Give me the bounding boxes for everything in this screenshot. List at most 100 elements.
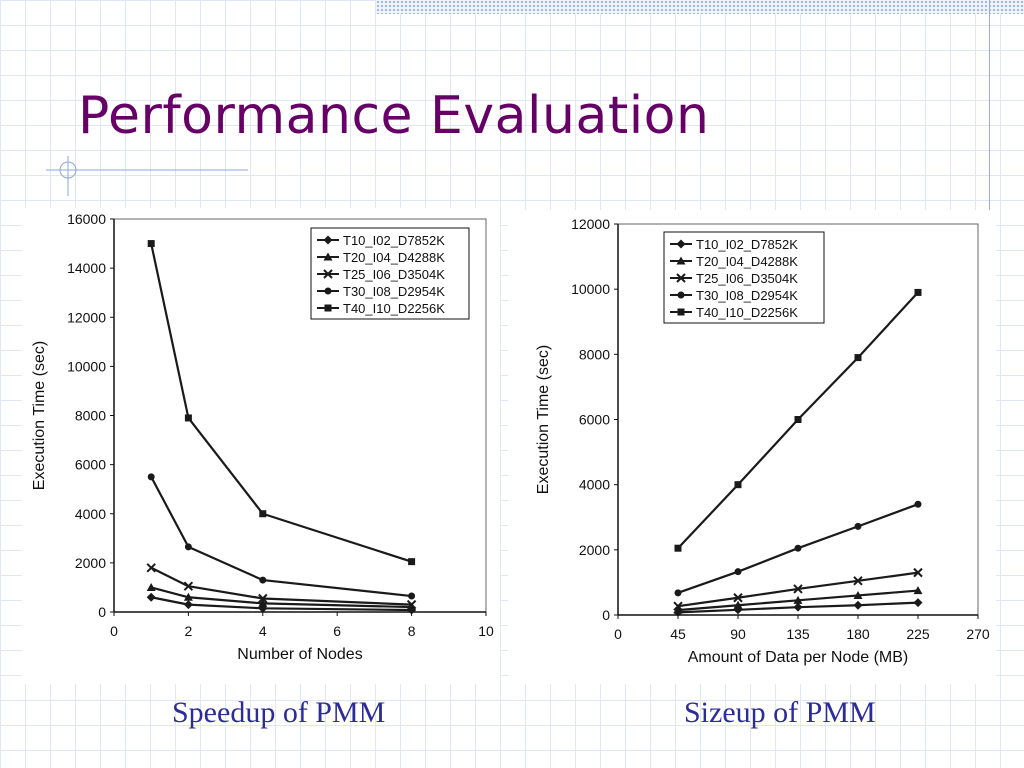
series-line-t40-i10-d2256k [150, 243, 412, 563]
series-t25-i06-d3504k [146, 563, 417, 610]
series-t30-i08-d2954k [147, 473, 416, 600]
y-tick-label-14000: 14000 [67, 260, 106, 276]
data-point-t25-i06-d3504k-135-stroke-b [793, 584, 803, 594]
data-point-t40-i10-d2256k-45 [674, 544, 682, 552]
legend-marker-t30-i08-d2954k [324, 287, 332, 295]
data-point-t40-i10-d2256k-4 [259, 510, 267, 518]
x-tick-label-0: 0 [110, 623, 118, 639]
legend-label-t25-i06-d3504k: T25_I06_D3504K [343, 267, 445, 282]
data-point-t25-i06-d3504k-8-stroke-b [406, 599, 417, 610]
legend: T10_I02_D7852K T20_I04_D4288K T25_I06_D350… [310, 227, 470, 320]
data-point-t20-i04-d4288k-135 [793, 595, 803, 604]
data-point-t20-i04-d4288k-4 [258, 598, 268, 607]
speedup-caption: Speedup of PMM [172, 696, 386, 729]
series-line-t10-i02-d7852k [150, 596, 412, 612]
crosshair-ornament [46, 156, 248, 196]
data-point-t20-i04-d4288k-225 [913, 586, 923, 595]
x-tick-label-135: 135 [786, 626, 810, 642]
legend-label-t40-i10-d2256k: T40_I10_D2256K [343, 301, 445, 316]
data-point-t30-i08-d2954k-8 [408, 592, 416, 600]
data-point-t25-i06-d3504k-45 [673, 601, 683, 611]
legend-marker-t40-i10-d2256k [677, 308, 685, 316]
speedup-chart-panel: 0 2000 4000 6000 8000 10000 12000 14000 16000 0 2 4… [22, 208, 500, 684]
data-point-t30-i08-d2954k-4 [259, 576, 267, 584]
x-tick-label-6: 6 [333, 623, 341, 639]
data-point-t25-i06-d3504k-225-stroke-b [913, 567, 923, 578]
right-vertical-rule [989, 0, 990, 212]
legend-marker-t10-i02-d7852k [676, 239, 686, 249]
data-point-t10-i02-d7852k-135 [793, 602, 803, 612]
data-point-t40-i10-d2256k-1 [147, 240, 155, 248]
data-point-t40-i10-d2256k-180 [854, 354, 862, 362]
data-point-t30-i08-d2954k-1 [147, 473, 155, 481]
x-tick-label-270: 270 [966, 626, 990, 642]
legend-marker-t25-i06-d3504k [323, 269, 333, 279]
data-point-t10-i02-d7852k-180 [853, 600, 863, 610]
x-tick-label-225: 225 [906, 626, 930, 642]
legend-marker-t30-i08-d2954k [677, 291, 685, 299]
y-tick-label-0: 0 [98, 604, 106, 620]
y-axis-label: Execution Time (sec) [31, 341, 48, 490]
y-tick-label-8000: 8000 [75, 408, 106, 424]
data-point-t25-i06-d3504k-90-stroke-b [733, 593, 743, 603]
series-t20-i04-d4288k [673, 586, 923, 614]
series-line-t25-i06-d3504k [150, 566, 412, 606]
legend-label-t10-i02-d7852k: T10_I02_D7852K [696, 237, 798, 252]
legend-marker-t10-i02-d7852k [323, 235, 333, 245]
series-t20-i04-d4288k [146, 582, 417, 611]
data-point-t25-i06-d3504k-1-stroke-b [146, 563, 156, 573]
legend-label-t25-i06-d3504k: T25_I06_D3504K [696, 271, 798, 286]
x-tick-label-8: 8 [408, 623, 416, 639]
sizeup-chart-panel: 0 2000 4000 6000 8000 10000 12000 0 45 90 135 180 22… [508, 210, 996, 684]
legend-marker-t40-i10-d2256k [324, 304, 332, 312]
y-tick-label-10000: 10000 [67, 358, 106, 374]
legend-label-t20-i04-d4288k: T20_I04_D4288K [343, 250, 445, 265]
y-tick-label-4000: 4000 [579, 477, 610, 493]
data-point-t20-i04-d4288k-8 [407, 602, 417, 611]
data-point-t40-i10-d2256k-90 [734, 481, 742, 489]
data-point-t25-i06-d3504k-2-stroke-b [183, 581, 194, 591]
speedup-chart: 0 2000 4000 6000 8000 10000 12000 14000 16000 0 2 4… [31, 211, 494, 663]
data-point-t25-i06-d3504k-135 [793, 584, 803, 594]
y-tick-label-4000: 4000 [75, 506, 106, 522]
x-tick-label-2: 2 [185, 623, 193, 639]
y-tick-label-6000: 6000 [75, 457, 106, 473]
data-point-t30-i08-d2954k-180 [854, 522, 862, 530]
data-point-t30-i08-d2954k-2 [184, 543, 192, 551]
y-tick-label-2000: 2000 [75, 555, 106, 571]
legend-marker-t25-i06-d3504k [676, 273, 686, 283]
y-tick-label-10000: 10000 [571, 281, 610, 297]
data-point-t30-i08-d2954k-225 [914, 500, 922, 508]
series-line-t20-i04-d4288k [150, 586, 412, 609]
data-point-t10-i02-d7852k-1 [146, 592, 156, 602]
data-point-t20-i04-d4288k-2 [183, 592, 193, 601]
data-point-t20-i04-d4288k-1 [146, 582, 156, 591]
data-point-t25-i06-d3504k-180-stroke-b [853, 576, 863, 586]
data-point-t25-i06-d3504k-4-stroke-b [258, 593, 268, 604]
data-point-t30-i08-d2954k-45 [674, 589, 682, 597]
y-tick-label-12000: 12000 [67, 309, 106, 325]
data-point-t40-i10-d2256k-225 [914, 288, 922, 296]
data-point-t20-i04-d4288k-90 [733, 600, 743, 609]
data-point-t10-i02-d7852k-2 [183, 600, 193, 610]
x-tick-label-45: 45 [670, 626, 686, 642]
x-axis-label: Number of Nodes [237, 646, 362, 663]
legend-label-t30-i08-d2954k: T30_I08_D2954K [696, 288, 798, 303]
y-axis-label: Execution Time (sec) [535, 345, 552, 494]
x-tick-label-4: 4 [259, 623, 267, 639]
y-tick-label-8000: 8000 [579, 346, 610, 362]
data-point-t25-i06-d3504k-1 [146, 563, 156, 573]
y-tick-label-6000: 6000 [579, 412, 610, 428]
data-point-t25-i06-d3504k-4 [258, 593, 268, 604]
data-point-t25-i06-d3504k-180 [853, 576, 863, 586]
x-tick-label-0: 0 [614, 626, 622, 642]
data-point-t25-i06-d3504k-90 [733, 593, 743, 603]
legend-label-t20-i04-d4288k: T20_I04_D4288K [696, 254, 798, 269]
legend: T10_I02_D7852K T20_I04_D4288K T25_I06_D350… [663, 231, 825, 324]
data-point-t10-i02-d7852k-90 [733, 605, 743, 615]
data-point-t25-i06-d3504k-8 [406, 599, 417, 610]
data-point-t25-i06-d3504k-225 [913, 567, 923, 578]
x-axis-label: Amount of Data per Node (MB) [688, 649, 909, 666]
legend-marker-t25-i06-d3504k-stroke-b [676, 273, 686, 283]
y-tick-label-16000: 16000 [67, 211, 106, 227]
